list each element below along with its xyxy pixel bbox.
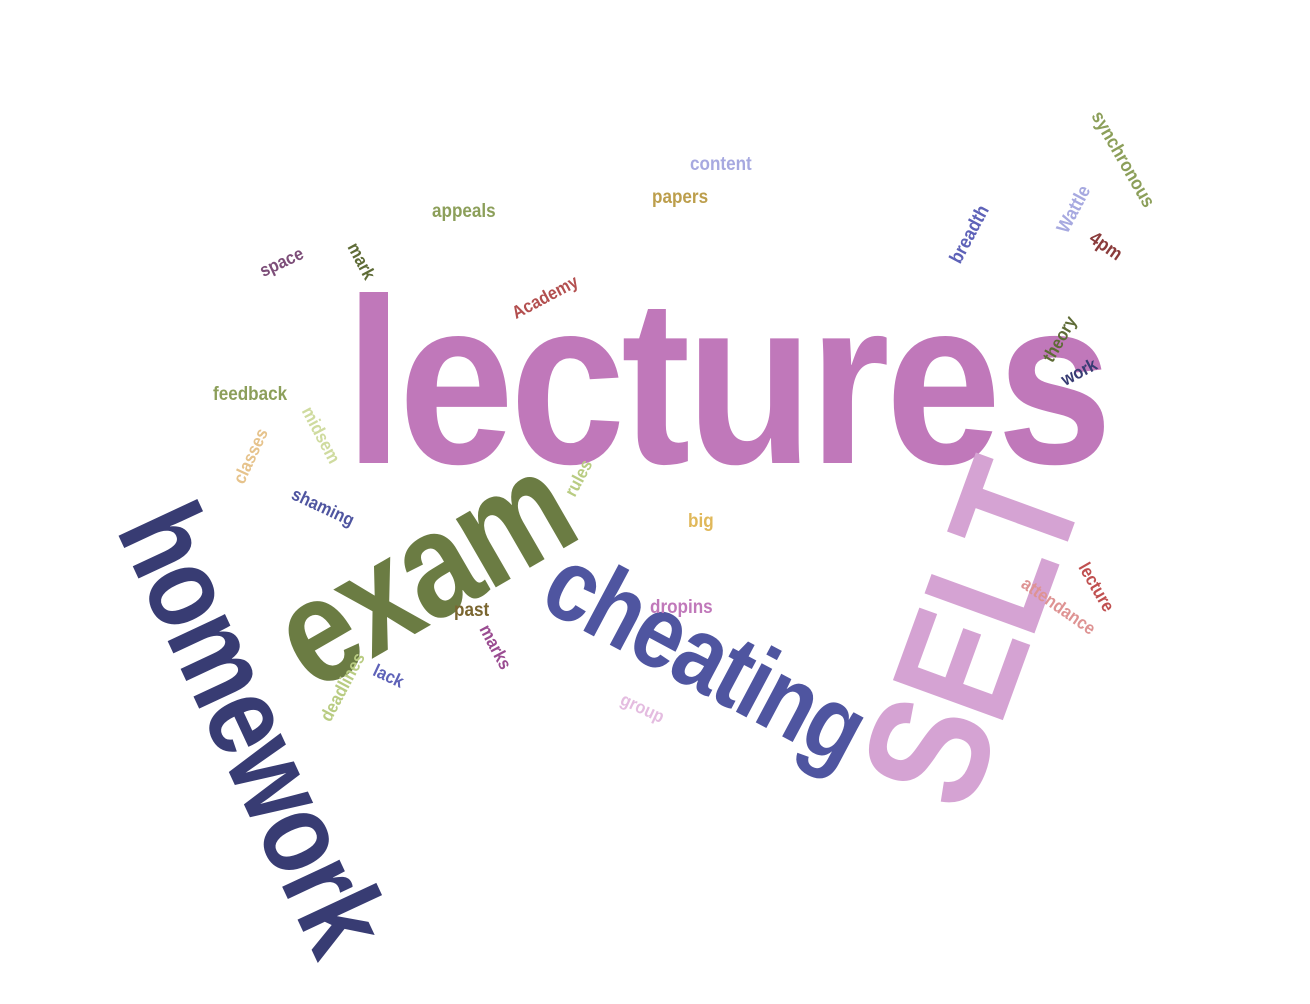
word-big: big [688, 511, 714, 532]
word-lectures: lectures [345, 250, 1112, 514]
word-marks: marks [475, 621, 516, 673]
word-classes: classes [229, 425, 272, 487]
word-midsem: midsem [297, 403, 345, 467]
word-feedback: feedback [213, 384, 288, 405]
word-papers: papers [652, 187, 709, 208]
word-appeals: appeals [432, 201, 496, 222]
word-past: past [454, 600, 490, 621]
word-space: space [256, 243, 307, 281]
word-dropins: dropins [650, 597, 713, 618]
word-cheating: cheating [525, 523, 886, 789]
word-content: content [690, 154, 752, 175]
word-synchronous: synchronous [1086, 107, 1159, 212]
word-wattle: Wattle [1052, 182, 1096, 237]
